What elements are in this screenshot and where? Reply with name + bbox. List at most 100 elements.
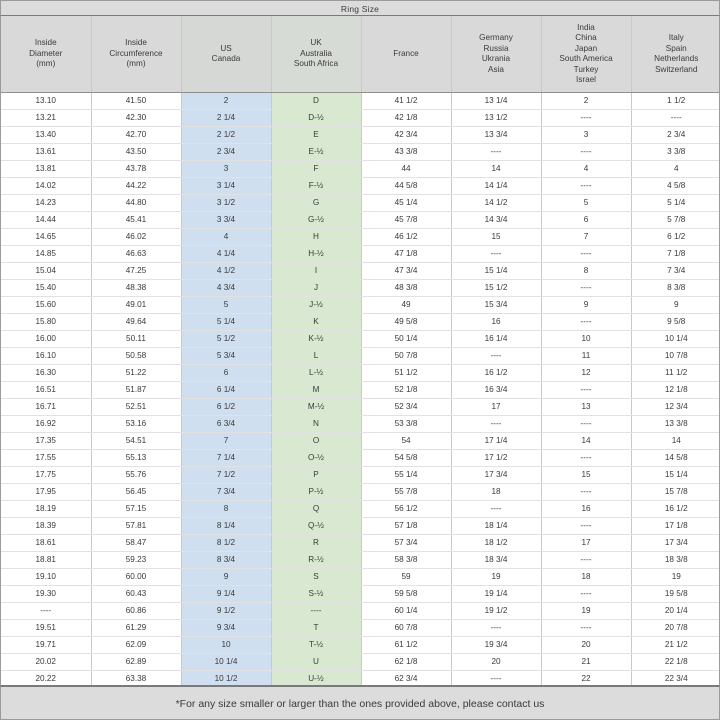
cell-diameter: 17.55 <box>1 449 92 467</box>
table-row: 17.55 55.13 7 1/4 O-½ 54 5/8 17 1/2 ---- 14 5/8 <box>1 449 719 467</box>
cell-italy: 17 3/4 <box>631 534 719 552</box>
cell-italy: 6 1/2 <box>631 228 719 246</box>
table-row: 18.61 58.47 8 1/2 R 57 3/4 18 1/2 17 17 3/4 <box>1 534 719 552</box>
table-row: ---- 60.86 9 1/2 ---- 60 1/4 19 1/2 19 20 1/4 <box>1 602 719 620</box>
cell-diameter: ---- <box>1 602 92 620</box>
column-header-italy: Italy Spain Netherlands Switzerland <box>631 16 719 93</box>
cell-us: 5 3/4 <box>181 347 272 365</box>
cell-diameter: 13.40 <box>1 126 92 144</box>
cell-diameter: 14.44 <box>1 211 92 229</box>
column-header-line: Russia <box>483 43 509 53</box>
cell-india: 21 <box>541 653 632 671</box>
table-row: 16.71 52.51 6 1/2 M-½ 52 3/4 17 13 12 3/4 <box>1 398 719 416</box>
cell-circumference: 49.01 <box>91 296 182 314</box>
cell-india: ---- <box>541 245 632 263</box>
cell-germany: 16 3/4 <box>451 381 542 399</box>
cell-france: 59 5/8 <box>361 585 452 603</box>
cell-us: 9 <box>181 568 272 586</box>
cell-france: 54 <box>361 432 452 450</box>
cell-france: 45 1/4 <box>361 194 452 212</box>
cell-uk: K <box>271 313 362 331</box>
cell-germany: 19 1/4 <box>451 585 542 603</box>
cell-diameter: 15.60 <box>1 296 92 314</box>
cell-diameter: 15.80 <box>1 313 92 331</box>
cell-france: 58 3/8 <box>361 551 452 569</box>
cell-diameter: 13.21 <box>1 109 92 127</box>
cell-us: 3 1/2 <box>181 194 272 212</box>
cell-diameter: 15.40 <box>1 279 92 297</box>
cell-france: 57 1/8 <box>361 517 452 535</box>
cell-us: 7 1/2 <box>181 466 272 484</box>
cell-germany: 18 3/4 <box>451 551 542 569</box>
cell-us: 3 3/4 <box>181 211 272 229</box>
table-row: 13.40 42.70 2 1/2 E 42 3/4 13 3/4 3 2 3/4 <box>1 126 719 144</box>
cell-france: 50 7/8 <box>361 347 452 365</box>
chart-title-bar: Ring Size <box>0 0 720 16</box>
header-row: Inside Diameter (mm) Inside Circumference (mm… <box>1 16 719 93</box>
table-row: 16.30 51.22 6 L-½ 51 1/2 16 1/2 12 11 1/2 <box>1 364 719 382</box>
cell-uk: ---- <box>271 602 362 620</box>
cell-india: ---- <box>541 551 632 569</box>
cell-france: 44 <box>361 160 452 178</box>
cell-germany: 17 3/4 <box>451 466 542 484</box>
table-row: 14.44 45.41 3 3/4 G-½ 45 7/8 14 3/4 6 5 7/8 <box>1 211 719 229</box>
cell-diameter: 18.19 <box>1 500 92 518</box>
cell-france: 52 3/4 <box>361 398 452 416</box>
cell-france: 52 1/8 <box>361 381 452 399</box>
cell-us: 8 1/4 <box>181 517 272 535</box>
cell-italy: 15 7/8 <box>631 483 719 501</box>
cell-uk: J-½ <box>271 296 362 314</box>
table-row: 16.10 50.58 5 3/4 L 50 7/8 ---- 11 10 7/8 <box>1 347 719 365</box>
cell-italy: 12 1/8 <box>631 381 719 399</box>
cell-uk: L-½ <box>271 364 362 382</box>
cell-uk: H-½ <box>271 245 362 263</box>
cell-circumference: 62.09 <box>91 636 182 654</box>
cell-circumference: 56.45 <box>91 483 182 501</box>
cell-france: 48 3/8 <box>361 279 452 297</box>
column-header-line: France <box>393 48 419 58</box>
column-header-line: (mm) <box>36 59 56 69</box>
cell-italy: 19 <box>631 568 719 586</box>
cell-italy: 16 1/2 <box>631 500 719 518</box>
cell-circumference: 60.86 <box>91 602 182 620</box>
cell-germany: 19 3/4 <box>451 636 542 654</box>
cell-us: 4 3/4 <box>181 279 272 297</box>
cell-diameter: 14.02 <box>1 177 92 195</box>
cell-diameter: 15.04 <box>1 262 92 280</box>
cell-germany: 15 3/4 <box>451 296 542 314</box>
table-row: 15.80 49.64 5 1/4 K 49 5/8 16 ---- 9 5/8 <box>1 313 719 331</box>
cell-france: 43 3/8 <box>361 143 452 161</box>
cell-india: ---- <box>541 449 632 467</box>
cell-italy: 17 1/8 <box>631 517 719 535</box>
cell-us: 4 1/4 <box>181 245 272 263</box>
column-header-line: Inside <box>125 38 147 48</box>
cell-circumference: 51.22 <box>91 364 182 382</box>
cell-india: 20 <box>541 636 632 654</box>
cell-germany: 15 1/4 <box>451 262 542 280</box>
table-row: 15.60 49.01 5 J-½ 49 15 3/4 9 9 <box>1 296 719 314</box>
cell-circumference: 63.38 <box>91 670 182 685</box>
table-body: 13.10 41.50 2 D 41 1/2 13 1/4 2 1 1/2 13.21 42.30… <box>1 92 719 685</box>
cell-diameter: 17.75 <box>1 466 92 484</box>
column-header-france: France <box>361 16 452 93</box>
column-header-india: India China Japan South America Turkey Israel <box>541 16 632 93</box>
column-header-line: Spain <box>665 43 687 53</box>
table-row: 14.85 46.63 4 1/4 H-½ 47 1/8 ---- ---- 7 1/8 <box>1 245 719 263</box>
cell-uk: G-½ <box>271 211 362 229</box>
cell-france: 61 1/2 <box>361 636 452 654</box>
column-header-line: Diameter <box>29 48 63 58</box>
table-row: 18.81 59.23 8 3/4 R-½ 58 3/8 18 3/4 ---- 18 3/8 <box>1 551 719 569</box>
cell-circumference: 43.50 <box>91 143 182 161</box>
cell-germany: ---- <box>451 415 542 433</box>
cell-circumference: 59.23 <box>91 551 182 569</box>
cell-india: 3 <box>541 126 632 144</box>
cell-diameter: 13.61 <box>1 143 92 161</box>
cell-italy: 9 5/8 <box>631 313 719 331</box>
cell-india: 16 <box>541 500 632 518</box>
cell-italy: 7 1/8 <box>631 245 719 263</box>
cell-us: 2 <box>181 92 272 110</box>
cell-germany: ---- <box>451 500 542 518</box>
cell-us: 7 3/4 <box>181 483 272 501</box>
cell-circumference: 57.81 <box>91 517 182 535</box>
cell-uk: I <box>271 262 362 280</box>
